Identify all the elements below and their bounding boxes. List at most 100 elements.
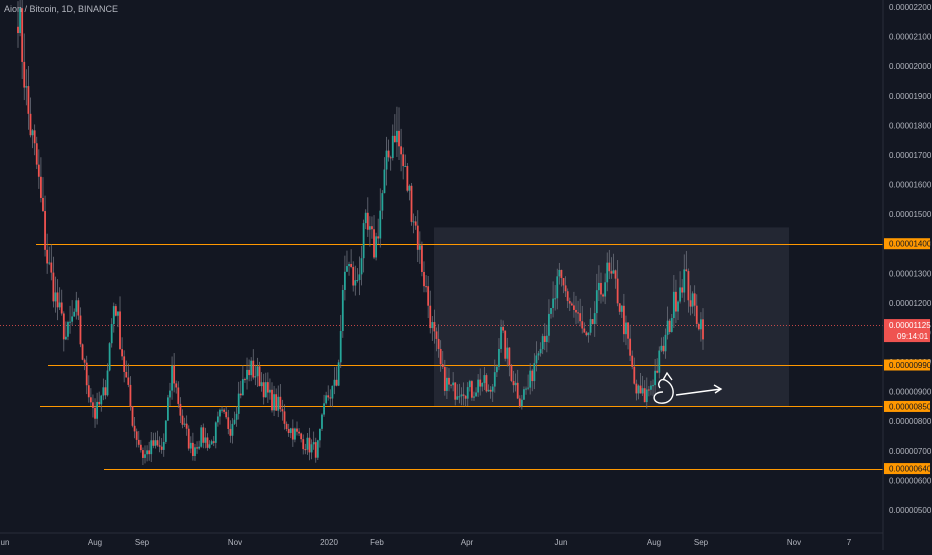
candle-body (452, 382, 455, 386)
candle (77, 297, 80, 320)
candle-body (425, 286, 427, 288)
candle (616, 260, 619, 307)
candle (475, 387, 477, 397)
candle (366, 197, 369, 237)
candle (645, 377, 648, 409)
candle-body (539, 349, 542, 354)
candle-body (102, 387, 105, 396)
candle (483, 367, 486, 390)
y-tick-label: 0.00002100 (889, 33, 932, 42)
candle-body (48, 262, 51, 264)
candle-body (529, 370, 532, 388)
candle-body (391, 135, 394, 158)
candle (371, 216, 373, 239)
candle (662, 336, 665, 355)
candle-body (423, 271, 425, 287)
candle-body (252, 360, 255, 378)
candle-body (691, 293, 694, 307)
candle-body (291, 428, 294, 440)
candle-body (620, 305, 623, 312)
candle-body (227, 417, 230, 429)
candle (693, 285, 696, 317)
level-label-bg (884, 400, 930, 412)
candle-body (260, 382, 263, 387)
candle-body (429, 305, 432, 329)
candle (254, 364, 257, 386)
candle-body (439, 348, 442, 365)
candle-body (616, 278, 619, 304)
candle (656, 358, 659, 374)
candle-body (339, 331, 342, 363)
annotation-arrowhead[interactable] (713, 384, 723, 394)
y-tick-label: 0.00002200 (889, 3, 932, 12)
candle-body (258, 366, 261, 387)
candle-body (312, 442, 315, 445)
candle (94, 398, 96, 428)
candle-body (94, 407, 96, 419)
candle-body (450, 384, 452, 386)
candle-body (658, 350, 661, 373)
candle-body (269, 389, 271, 393)
candle-body (702, 319, 704, 340)
candle-body (556, 276, 559, 299)
candle (416, 210, 419, 263)
annotation-right-arrow[interactable] (675, 388, 722, 396)
candle-body (75, 300, 78, 312)
candle (327, 385, 330, 401)
candle (212, 436, 215, 447)
candle-body (400, 146, 403, 155)
candle-body (154, 440, 157, 446)
candle (287, 423, 290, 437)
candle-body (537, 353, 540, 356)
candle (527, 374, 530, 391)
candle-body (489, 389, 492, 392)
x-tick-label: Sep (135, 538, 150, 547)
candle (552, 281, 554, 318)
candle-body (443, 366, 446, 391)
candle-body (89, 397, 92, 403)
candle (239, 380, 242, 399)
candle (606, 252, 609, 292)
candle (146, 445, 148, 462)
candle-body (427, 286, 430, 306)
candle (425, 275, 427, 293)
candle-body (525, 388, 527, 390)
candle (260, 372, 263, 392)
candle-body (581, 321, 584, 329)
candle (581, 305, 584, 334)
candle-body (625, 322, 627, 335)
candle (677, 300, 679, 320)
candle (160, 438, 163, 454)
candle-body (508, 347, 511, 366)
candle (612, 253, 615, 274)
candle-body (506, 347, 509, 359)
annotation-loop[interactable] (653, 378, 674, 404)
candle-body (433, 322, 436, 332)
candle-body (244, 379, 246, 381)
candle-body (533, 363, 536, 382)
candle (31, 129, 34, 149)
candle (639, 372, 642, 394)
candle (108, 342, 111, 372)
y-tick-label: 0.00000800 (889, 417, 932, 426)
candle-body (87, 385, 90, 398)
annotation-up-arrow[interactable] (662, 371, 673, 381)
candle-body (554, 298, 557, 300)
candle-body (212, 441, 215, 443)
candle (493, 359, 496, 393)
candle-body (144, 454, 146, 458)
candle (562, 278, 565, 294)
candle-body (283, 411, 286, 424)
candle-body (273, 394, 275, 411)
candle (583, 322, 586, 333)
candle-body (639, 385, 642, 394)
candle (550, 307, 552, 319)
candle-body (560, 269, 563, 279)
candle-body (300, 433, 303, 440)
candle-body (266, 382, 269, 393)
candle (585, 331, 588, 337)
candle (452, 372, 455, 392)
candle (543, 323, 546, 351)
